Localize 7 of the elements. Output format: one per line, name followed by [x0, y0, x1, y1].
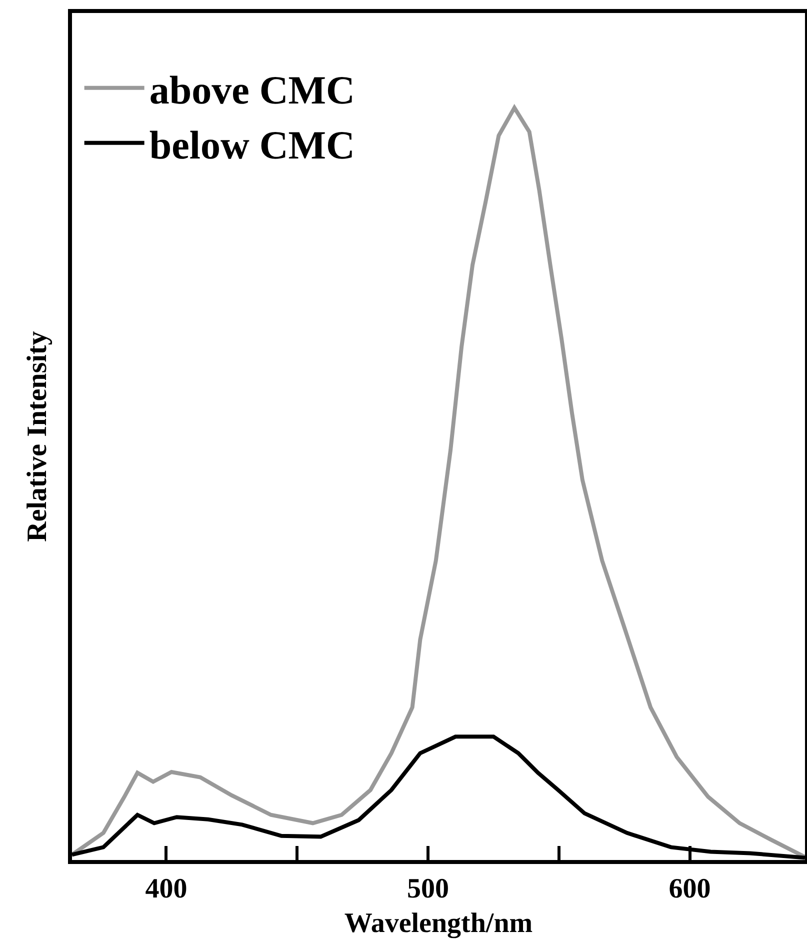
x-tick-label: 400: [145, 874, 188, 905]
legend-label: above CMC: [149, 67, 355, 112]
x-tick-label: 500: [407, 874, 450, 905]
y-axis-title: Relative Intensity: [22, 331, 54, 542]
legend-label: below CMC: [149, 122, 355, 168]
x-tick-label: 600: [668, 874, 711, 905]
x-axis-title: Wavelength/nm: [344, 908, 533, 940]
